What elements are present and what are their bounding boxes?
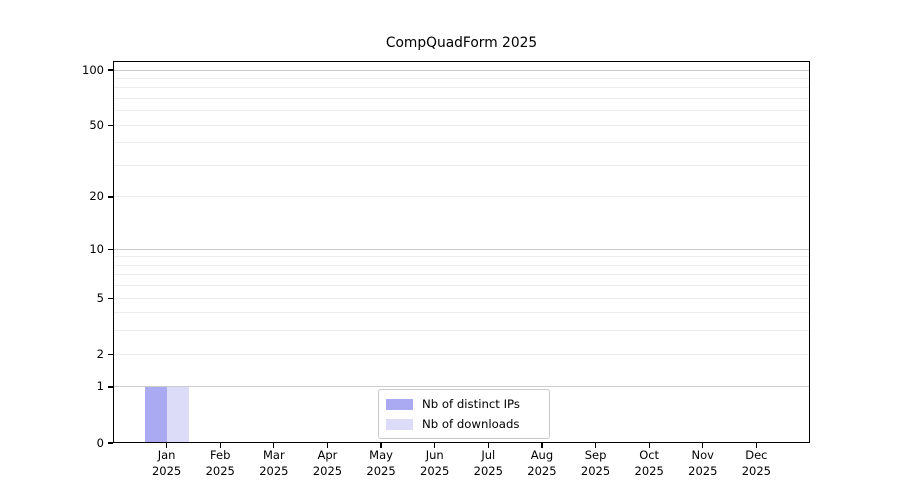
y-tick-label: 5 xyxy=(96,290,104,305)
gridline-minor xyxy=(114,124,809,126)
y-axis-tick xyxy=(108,386,113,388)
x-tick-label: Mar 2025 xyxy=(259,448,289,478)
legend-swatch-downloads-icon xyxy=(386,418,413,430)
y-axis-tick xyxy=(108,297,113,299)
gridline-minor xyxy=(114,353,809,355)
x-axis-tick xyxy=(434,443,436,448)
x-axis-tick xyxy=(487,443,489,448)
bar-downloads xyxy=(166,386,189,443)
x-axis-tick xyxy=(326,443,329,448)
x-tick-label: Aug 2025 xyxy=(527,448,557,478)
y-tick-label: 0 xyxy=(96,435,104,450)
y-tick-label: 100 xyxy=(82,62,104,77)
gridline-minor xyxy=(114,274,809,276)
gridline-minor xyxy=(114,98,809,100)
x-tick-label: Jul 2025 xyxy=(473,448,503,478)
gridline-minor xyxy=(114,165,809,166)
x-tick-label: Apr 2025 xyxy=(312,448,343,478)
chart-title: CompQuadForm 2025 xyxy=(385,35,538,51)
gridline-minor xyxy=(114,196,809,198)
x-tick-label: Sep 2025 xyxy=(580,448,611,478)
y-axis-tick xyxy=(108,353,113,355)
legend-label-distinct-ips: Nb of distinct IPs xyxy=(422,397,520,411)
legend: Nb of distinct IPs Nb of downloads xyxy=(378,389,550,439)
x-axis-tick xyxy=(273,443,275,448)
x-tick-label: Dec 2025 xyxy=(741,448,772,478)
x-axis-tick xyxy=(219,443,221,448)
x-axis-tick xyxy=(541,443,543,448)
gridline-major xyxy=(114,386,809,388)
gridline-minor xyxy=(114,110,809,112)
legend-swatch-distinct-ips-icon xyxy=(386,398,413,410)
x-tick-label: Jan 2025 xyxy=(151,448,182,478)
y-tick-label: 50 xyxy=(89,117,104,132)
y-axis-tick xyxy=(108,442,113,444)
legend-item-distinct-ips: Nb of distinct IPs xyxy=(386,394,549,414)
y-tick-label: 10 xyxy=(89,241,104,256)
x-axis-tick xyxy=(594,443,597,448)
gridline-minor xyxy=(114,330,809,332)
x-tick-label: Oct 2025 xyxy=(634,448,664,478)
gridline-minor xyxy=(114,312,809,314)
y-axis-tick xyxy=(108,69,113,71)
y-axis-tick xyxy=(108,196,113,198)
gridline-minor xyxy=(114,142,809,144)
x-axis-tick xyxy=(380,443,382,448)
legend-item-downloads: Nb of downloads xyxy=(386,414,549,434)
gridline-minor xyxy=(114,77,809,79)
gridline-minor xyxy=(114,87,809,89)
x-axis-tick xyxy=(755,443,757,448)
x-tick-label: Feb 2025 xyxy=(205,448,235,478)
gridline-major xyxy=(114,69,809,71)
x-tick-label: May 2025 xyxy=(366,448,396,478)
x-axis-tick xyxy=(702,443,704,448)
y-tick-label: 1 xyxy=(96,379,104,394)
x-tick-label: Jun 2025 xyxy=(420,448,450,478)
gridline-minor xyxy=(114,264,809,266)
gridline-minor xyxy=(114,297,809,299)
y-axis-tick xyxy=(108,248,113,250)
gridline-minor xyxy=(114,285,809,287)
x-axis-tick xyxy=(166,443,168,448)
y-axis-tick xyxy=(108,124,113,126)
gridline-minor xyxy=(114,256,809,258)
x-axis-tick xyxy=(648,443,650,448)
x-tick-label: Nov 2025 xyxy=(688,448,718,478)
legend-label-downloads: Nb of downloads xyxy=(422,417,520,431)
y-tick-label: 20 xyxy=(89,189,104,204)
bar-distinct-ips xyxy=(144,386,167,443)
y-tick-label: 2 xyxy=(96,346,104,361)
gridline-major xyxy=(114,248,809,250)
